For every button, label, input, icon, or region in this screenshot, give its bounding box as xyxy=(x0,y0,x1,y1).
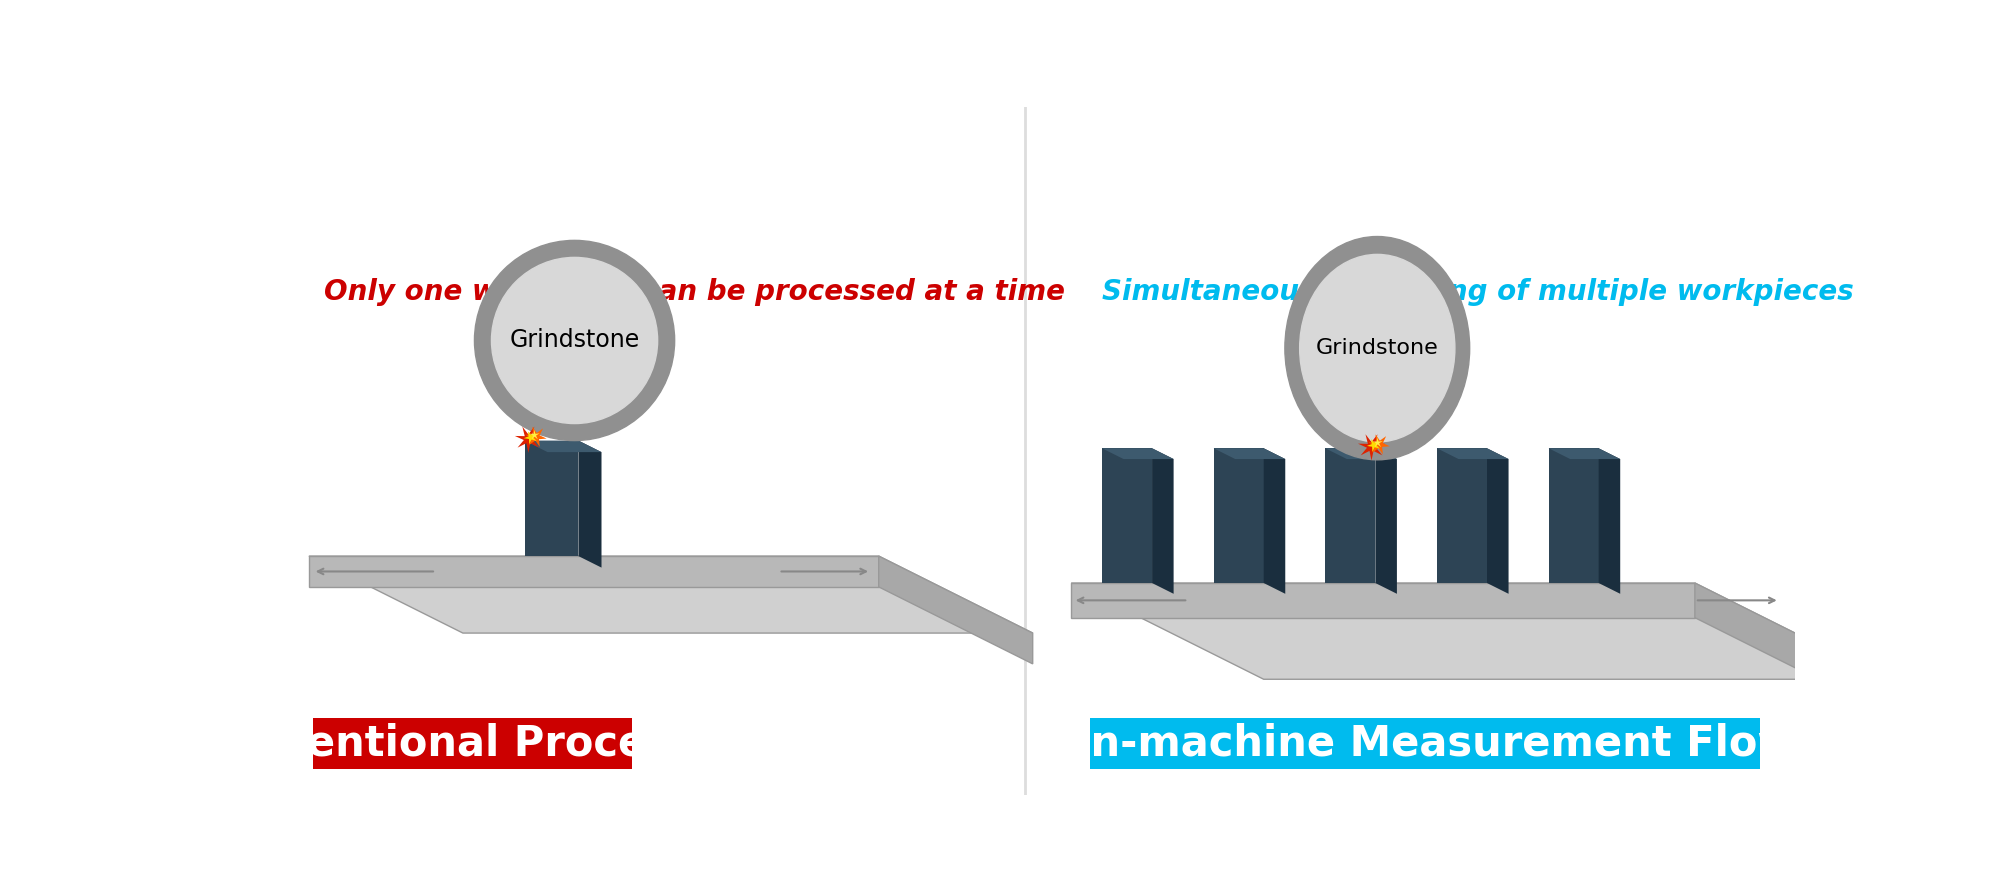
FancyBboxPatch shape xyxy=(312,718,632,770)
Polygon shape xyxy=(878,556,1032,663)
Text: Conventional Procedure: Conventional Procedure xyxy=(190,722,754,764)
Polygon shape xyxy=(1548,448,1598,583)
Ellipse shape xyxy=(1284,237,1470,460)
Polygon shape xyxy=(1264,448,1286,594)
Polygon shape xyxy=(308,556,1032,633)
Polygon shape xyxy=(1436,448,1508,459)
Polygon shape xyxy=(1072,583,1888,680)
Polygon shape xyxy=(524,440,602,452)
Polygon shape xyxy=(1326,448,1396,459)
Text: On-machine Measurement Flow: On-machine Measurement Flow xyxy=(1054,722,1796,764)
Polygon shape xyxy=(530,430,540,439)
Polygon shape xyxy=(1102,448,1152,583)
Text: Simultaneous machining of multiple workpieces: Simultaneous machining of multiple workp… xyxy=(1102,278,1854,306)
Polygon shape xyxy=(1598,448,1620,594)
Text: Only one workpiece can be processed at a time: Only one workpiece can be processed at a… xyxy=(324,278,1066,306)
FancyBboxPatch shape xyxy=(1090,718,1760,770)
Polygon shape xyxy=(1152,448,1174,594)
Polygon shape xyxy=(1072,583,1694,618)
Polygon shape xyxy=(514,427,542,453)
Circle shape xyxy=(492,257,658,423)
Polygon shape xyxy=(1326,448,1376,583)
Polygon shape xyxy=(1436,448,1488,583)
Circle shape xyxy=(474,240,674,440)
Polygon shape xyxy=(1366,438,1380,452)
Polygon shape xyxy=(1488,448,1508,594)
Ellipse shape xyxy=(1300,255,1454,442)
Polygon shape xyxy=(524,440,578,556)
Polygon shape xyxy=(1102,448,1174,459)
Polygon shape xyxy=(1214,448,1264,583)
Polygon shape xyxy=(1214,448,1286,459)
Polygon shape xyxy=(308,556,878,587)
Polygon shape xyxy=(526,427,546,446)
Polygon shape xyxy=(1548,448,1620,459)
Polygon shape xyxy=(578,440,602,568)
Polygon shape xyxy=(1376,448,1396,594)
Text: Grindstone: Grindstone xyxy=(1316,338,1438,358)
Text: Grindstone: Grindstone xyxy=(510,329,640,353)
Polygon shape xyxy=(1358,434,1386,461)
Polygon shape xyxy=(1368,434,1390,455)
Polygon shape xyxy=(524,431,536,445)
Polygon shape xyxy=(1372,438,1382,447)
Polygon shape xyxy=(1694,583,1888,714)
